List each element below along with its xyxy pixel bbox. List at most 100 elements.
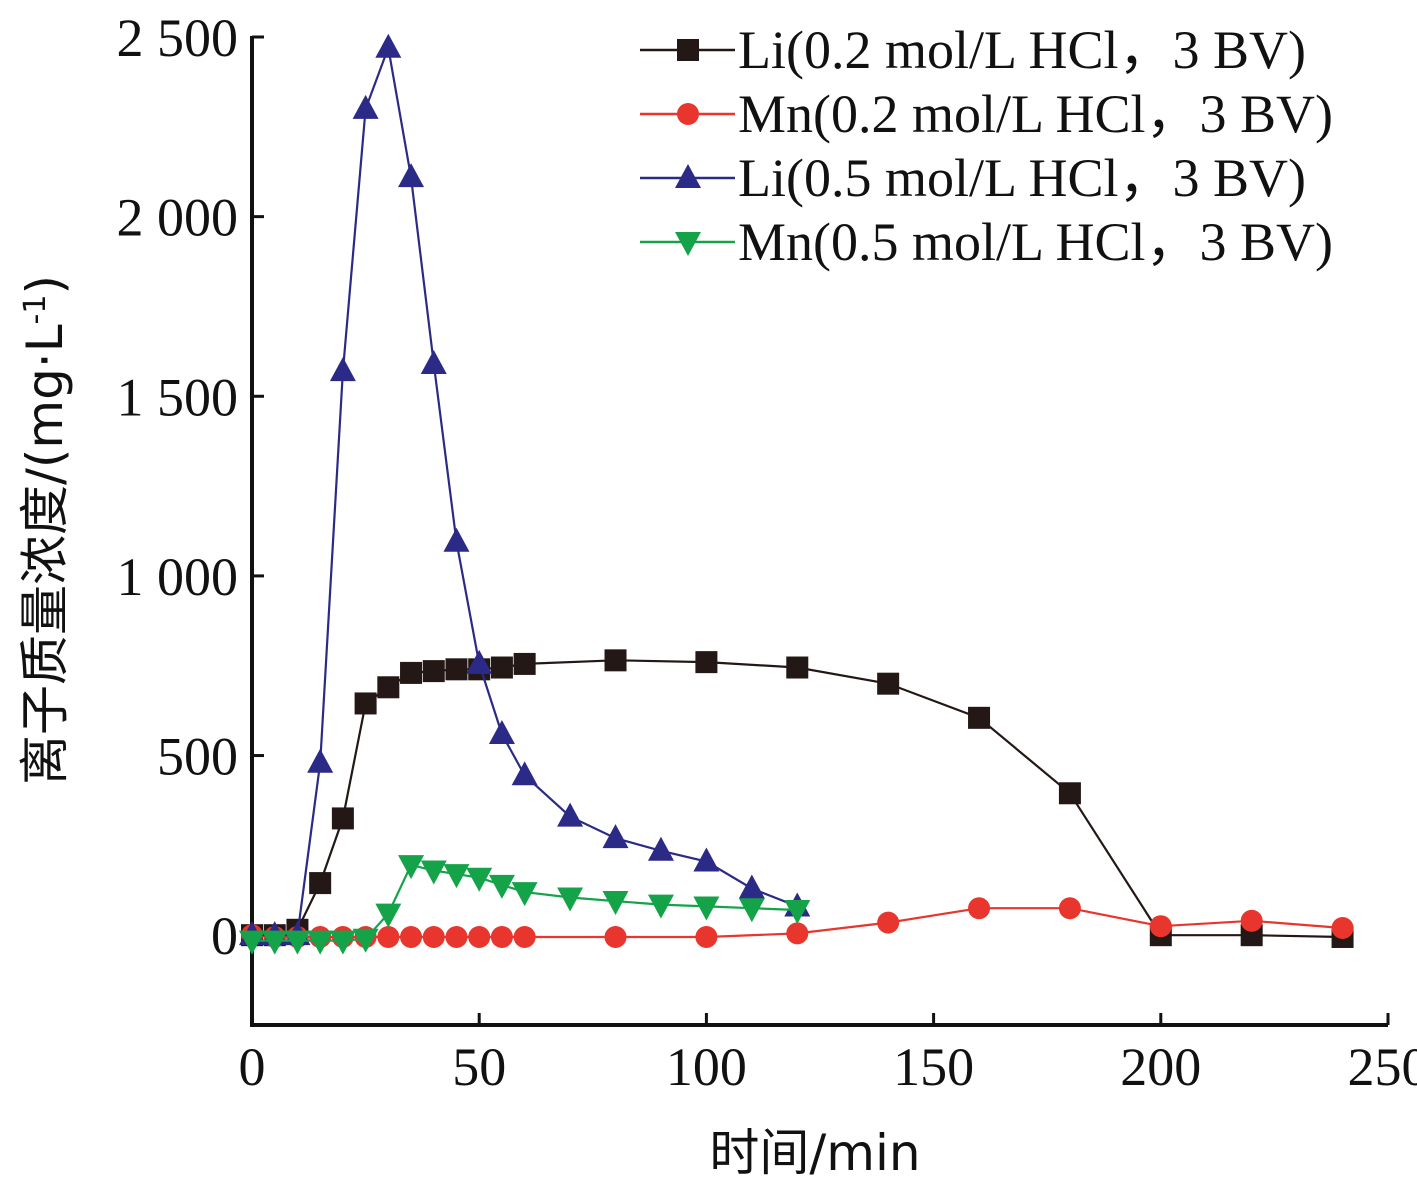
data-point — [604, 649, 627, 672]
y-tick-label: 1 500 — [117, 367, 239, 427]
series-3 — [239, 855, 811, 955]
data-point — [422, 925, 445, 948]
plot-area — [239, 33, 1354, 955]
data-point — [284, 930, 311, 955]
data-point — [968, 706, 991, 729]
legend-marker — [677, 39, 699, 61]
data-point — [354, 692, 377, 715]
data-point — [466, 867, 493, 892]
data-point — [468, 925, 491, 948]
data-point — [1331, 916, 1354, 939]
data-point — [239, 930, 265, 955]
data-point — [1149, 915, 1172, 938]
legend-label: Mn(0.2 mol/L HCl，3 BV) — [738, 84, 1333, 144]
series-line — [251, 907, 1343, 939]
data-point — [466, 649, 493, 674]
data-point — [307, 748, 334, 773]
x-tick-label: 200 — [1120, 1037, 1201, 1097]
x-axis-ticks: 0 50 100 150 200 250 — [239, 1013, 1417, 1097]
data-point — [786, 656, 809, 679]
data-point — [786, 922, 809, 945]
data-point — [693, 896, 720, 921]
series-2 — [239, 33, 811, 946]
data-point — [513, 925, 536, 948]
data-point — [329, 930, 356, 955]
data-point — [490, 925, 513, 948]
legend-entry: Li(0.2 mol/L HCl，3 BV) — [640, 20, 1306, 80]
data-point — [877, 911, 900, 934]
legend-entry: Mn(0.2 mol/L HCl，3 BV) — [640, 84, 1333, 144]
data-point — [400, 925, 423, 948]
y-axis-title: 离子质量浓度/(mg·L-1) — [16, 275, 74, 785]
data-point — [352, 928, 379, 953]
data-point — [307, 930, 334, 955]
x-tick-label: 0 — [239, 1037, 266, 1097]
x-tick-label: 150 — [893, 1037, 974, 1097]
data-point — [420, 860, 447, 885]
legend-entry: Mn(0.5 mol/L HCl，3 BV) — [640, 212, 1333, 272]
legend-marker — [677, 103, 699, 125]
data-point — [1058, 897, 1081, 920]
y-tick-label: 0 — [211, 906, 238, 966]
data-point — [400, 661, 423, 684]
data-point — [511, 761, 538, 786]
legend-marker — [675, 232, 701, 256]
data-point — [488, 874, 515, 899]
data-point — [420, 349, 447, 374]
data-point — [557, 887, 584, 912]
y-tick-label: 2 000 — [117, 188, 239, 248]
data-point — [738, 874, 765, 899]
data-point — [695, 925, 718, 948]
data-point — [557, 802, 584, 827]
data-point — [602, 824, 629, 849]
data-point — [1058, 782, 1081, 805]
data-point — [602, 891, 629, 916]
y-tick-label: 1 000 — [117, 547, 239, 607]
data-point — [261, 930, 288, 955]
data-point — [375, 33, 402, 58]
y-axis-title-sup: -1 — [18, 295, 53, 325]
data-point — [647, 836, 674, 861]
data-point — [329, 357, 356, 382]
data-point — [1240, 909, 1263, 932]
data-point — [647, 894, 674, 919]
data-point — [443, 527, 470, 552]
data-point — [738, 898, 765, 923]
data-point — [422, 660, 445, 683]
data-point — [445, 658, 468, 681]
data-point — [309, 872, 332, 895]
legend: Li(0.2 mol/L HCl，3 BV)Mn(0.2 mol/L HCl，3… — [640, 20, 1333, 272]
legend-entry: Li(0.5 mol/L HCl，3 BV) — [640, 148, 1306, 208]
data-point — [877, 672, 900, 695]
x-tick-label: 100 — [666, 1037, 747, 1097]
y-axis-title-main: 离子质量浓度/(mg·L — [16, 324, 74, 785]
data-point — [377, 676, 400, 699]
data-point — [604, 925, 627, 948]
data-point — [445, 925, 468, 948]
legend-label: Mn(0.5 mol/L HCl，3 BV) — [738, 212, 1333, 272]
data-point — [377, 925, 400, 948]
data-point — [398, 855, 425, 880]
data-point — [490, 656, 513, 679]
y-axis-ticks: 0 500 1 000 1 500 2 000 2 500 — [117, 8, 264, 966]
data-point — [398, 163, 425, 188]
data-point — [443, 864, 470, 889]
y-axis-title-close: ) — [16, 275, 74, 295]
data-point — [695, 651, 718, 674]
data-point — [693, 847, 720, 872]
series-line — [252, 659, 1343, 939]
x-tick-label: 50 — [452, 1037, 506, 1097]
legend-label: Li(0.5 mol/L HCl，3 BV) — [738, 148, 1306, 208]
legend-label: Li(0.2 mol/L HCl，3 BV) — [738, 20, 1306, 80]
data-point — [513, 652, 536, 675]
x-axis-title: 时间/min — [709, 1124, 920, 1181]
x-tick-label: 250 — [1348, 1037, 1417, 1097]
data-point — [784, 900, 811, 925]
data-point — [511, 882, 538, 907]
legend-marker — [675, 164, 701, 188]
data-point — [375, 903, 402, 928]
data-point — [352, 94, 379, 119]
data-point — [331, 807, 354, 830]
axes — [250, 36, 1388, 1027]
